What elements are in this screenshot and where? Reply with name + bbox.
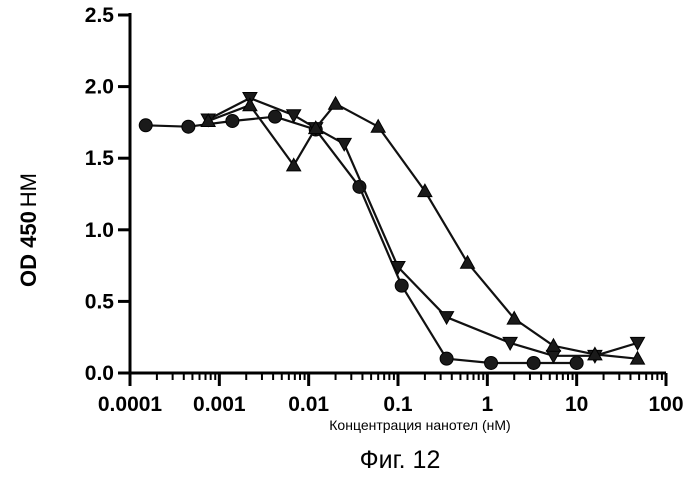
data-point-circle xyxy=(226,114,239,127)
x-tick-label: 0.0001 xyxy=(98,393,163,416)
figure-caption: Фиг. 12 xyxy=(360,446,441,474)
series-3 xyxy=(201,97,644,364)
series-line xyxy=(146,117,577,363)
data-point-circle xyxy=(440,352,453,365)
data-point-triangle-up xyxy=(461,256,475,269)
y-axis-title-unit: НМ xyxy=(16,173,41,207)
y-axis-title-main: OD 450 xyxy=(16,211,41,287)
y-tick-label: 0.0 xyxy=(85,362,114,385)
data-point-triangle-up xyxy=(371,120,385,133)
data-point-triangle-down xyxy=(337,138,351,151)
data-point-circle xyxy=(269,110,282,123)
data-point-circle xyxy=(527,356,540,369)
x-tick-label: 0.01 xyxy=(288,393,329,416)
series-1 xyxy=(139,110,583,369)
x-axis-title: Концентрация нанотел (нМ) xyxy=(329,417,510,433)
x-tick-label: 100 xyxy=(648,393,683,416)
series-2 xyxy=(201,93,644,363)
data-point-triangle-up xyxy=(546,339,560,352)
x-tick-label: 0.1 xyxy=(383,393,413,416)
y-axis-title: OD 450 НМ xyxy=(16,173,41,287)
data-point-circle xyxy=(395,279,408,292)
y-tick-label: 0.5 xyxy=(85,290,115,313)
y-tick-label: 2.5 xyxy=(85,4,115,27)
data-point-circle xyxy=(485,356,498,369)
y-tick-label: 2.0 xyxy=(85,76,114,99)
y-tick-label: 1.5 xyxy=(85,147,115,170)
data-point-circle xyxy=(182,120,195,133)
data-point-circle xyxy=(139,119,152,132)
series-layer xyxy=(139,93,644,370)
x-tick-label: 1 xyxy=(481,393,493,416)
y-tick-label: 1.0 xyxy=(85,219,114,242)
x-tick-label: 0.001 xyxy=(193,393,246,416)
data-point-triangle-up xyxy=(329,97,343,110)
data-point-triangle-down xyxy=(440,312,454,325)
data-point-circle xyxy=(570,356,583,369)
x-tick-label: 10 xyxy=(565,393,588,416)
